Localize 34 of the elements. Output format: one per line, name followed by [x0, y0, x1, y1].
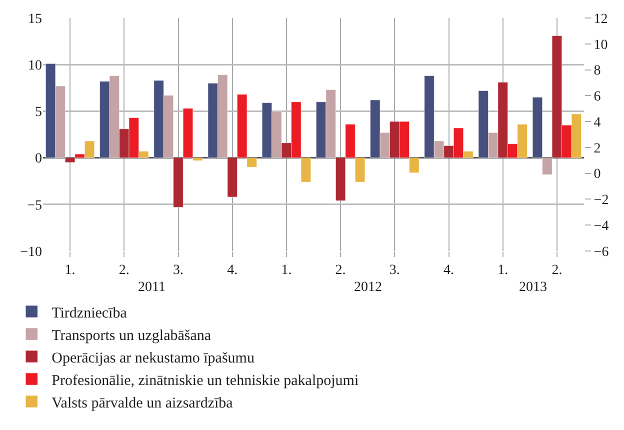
- y-tick-label: −10: [20, 244, 42, 260]
- x-tick-label: 1.: [64, 262, 76, 278]
- text: 2012: [354, 280, 382, 295]
- legend-label: Operācijas ar nekustamo īpašumu: [52, 350, 255, 366]
- x-tick-label: 2.: [552, 262, 562, 278]
- text: 2013: [519, 280, 547, 295]
- x-tick-label: 4.: [444, 262, 454, 278]
- x-tick-label: 3.: [173, 262, 184, 278]
- y2-tick-label: −6: [594, 244, 609, 260]
- text: 2011: [138, 280, 166, 295]
- x-tick-label: 2.: [335, 262, 346, 278]
- y2-tick-label: 12: [594, 12, 608, 27]
- y-tick-label: −5: [27, 198, 42, 214]
- x-tick-label: 2.: [118, 262, 130, 278]
- y-tick-label: 15: [28, 12, 42, 27]
- y-tick-label: 10: [28, 58, 42, 74]
- y2-tick-label: 10: [594, 38, 608, 53]
- y2-tick-label: −4: [594, 219, 609, 234]
- x-tick-label: 1.: [498, 262, 508, 278]
- y-tick-label: 5: [35, 105, 42, 120]
- y2-tick-label: 6: [594, 90, 601, 105]
- y2-tick-label: 2: [594, 141, 601, 156]
- y2-tick-label: 4: [594, 115, 601, 130]
- x-tick-label: 1.: [281, 262, 292, 278]
- y2-tick-label: 0: [594, 167, 601, 182]
- y-tick-label: 0: [35, 152, 42, 167]
- y2-tick-label: 8: [594, 64, 601, 79]
- legend-label: Transports un uzglabāšana: [52, 328, 212, 344]
- legend-label: Tirdzniecība: [52, 305, 128, 322]
- y2-tick-label: −2: [594, 193, 609, 208]
- legend-label: Profesionālie, zinātniskie un tehniskie pakalpojumi: [52, 372, 359, 389]
- legend-label: Valsts pārvalde un aizsardzība: [52, 395, 234, 412]
- x-tick-label: 4.: [227, 262, 238, 278]
- x-tick-label: 3.: [389, 262, 400, 278]
